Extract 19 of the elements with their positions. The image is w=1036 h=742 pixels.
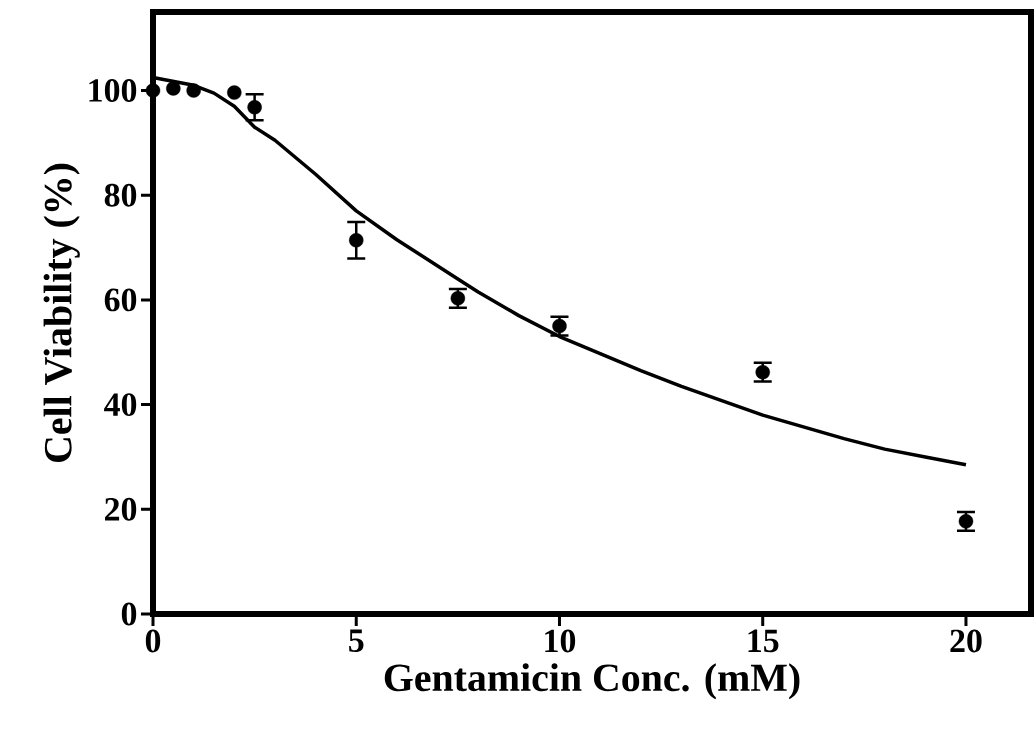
point bbox=[145, 83, 161, 98]
x-tick-label: 20 bbox=[950, 629, 982, 653]
point bbox=[227, 85, 242, 100]
point bbox=[166, 81, 181, 96]
point bbox=[247, 100, 262, 115]
y-axis-title: Cell Viability (%) bbox=[43, 163, 80, 462]
y-tick-label: 80 bbox=[104, 183, 137, 207]
y-tick-label: 20 bbox=[105, 497, 137, 521]
point bbox=[186, 83, 201, 98]
x-tick-label: 10 bbox=[545, 629, 576, 653]
x-tick-label: 5 bbox=[349, 629, 364, 653]
x-tick-label: 15 bbox=[748, 629, 779, 653]
y-tick-label: 100 bbox=[89, 79, 137, 102]
y-tick-label: 0 bbox=[121, 602, 137, 626]
x-tick-label: 0 bbox=[145, 629, 161, 653]
x-axis-title: Gentamicin Conc. (mM) bbox=[384, 663, 800, 700]
point bbox=[349, 233, 364, 248]
y-tick-label: 60 bbox=[104, 288, 137, 312]
y-tick-label: 40 bbox=[104, 393, 137, 417]
